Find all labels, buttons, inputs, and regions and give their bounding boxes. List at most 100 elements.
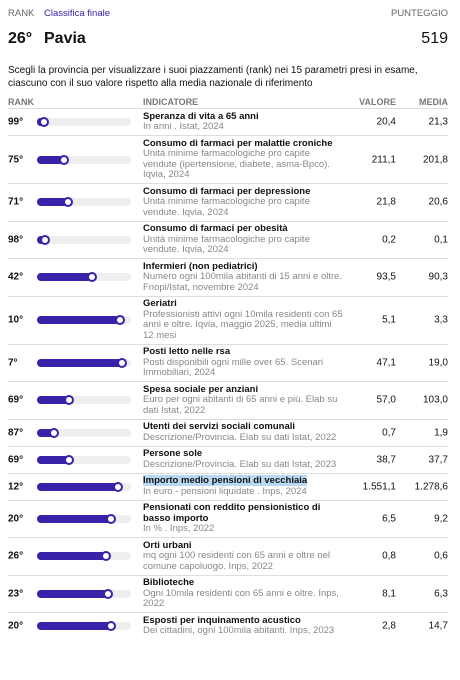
indicator-title: Consumo di farmaci per malattie croniche [143, 137, 333, 149]
rank: 26° [8, 550, 24, 562]
rank-label: RANK [8, 8, 35, 19]
rank: 20° [8, 513, 24, 525]
table-row: 23° Biblioteche Ogni 10mila residenti con … [8, 574, 448, 613]
average: 201,8 [422, 154, 448, 165]
average: 6,3 [434, 588, 448, 600]
indicator-title: Biblioteche [143, 577, 195, 588]
rank-bar [37, 428, 55, 437]
rank-track [37, 272, 131, 283]
rank: 12° [8, 481, 24, 492]
rank-track [37, 513, 131, 524]
indicator-description: Descrizione/Provincia. Elab su dati Ista… [143, 431, 337, 443]
value: 0,8 [382, 550, 396, 562]
rank-dot [64, 454, 75, 465]
rank-dot [112, 481, 123, 492]
indicator-title: Consumo di farmaci per obesità [143, 223, 288, 234]
rank-dot [38, 117, 49, 127]
indicator-description: Descrizione/Provincia. Elab su dati Ista… [143, 458, 337, 470]
rank-bar [37, 155, 65, 164]
rank-bar [37, 358, 123, 367]
table-row: 69° Persone sole Descrizione/Provincia. El… [8, 445, 448, 473]
indicator-title: Speranza di vita a 65 anni [143, 110, 259, 122]
value: 47,1 [376, 357, 396, 369]
rank: 10° [8, 314, 24, 326]
value: 93,5 [376, 271, 396, 283]
average: 0,6 [434, 550, 448, 562]
value: 0,7 [382, 427, 396, 438]
header-labels: RANK Classifica finale PUNTEGGIO [8, 8, 448, 26]
table-row: 75° Consumo di farmaci per malattie croni… [8, 135, 448, 183]
indicator-title: Importo medio pensioni di vecchiaia [143, 475, 308, 486]
indicator: Biblioteche Ogni 10mila residenti con 65 … [143, 577, 343, 610]
average: 9,2 [434, 513, 448, 525]
column-header: MEDIA [419, 97, 448, 107]
indicator-description: In euro - pensioni liquidate . Inps, 202… [143, 485, 307, 497]
value: 0,2 [382, 234, 396, 246]
rank: 42° [8, 271, 24, 283]
rank-bar [37, 514, 111, 523]
table-row: 7° Posti letto nelle rsa Posti disponibili… [8, 343, 448, 382]
average: 1,9 [434, 427, 448, 438]
province[interactable]: Pavia [44, 30, 86, 47]
table-row: 12° Importo medio pensioni di vecchiaia In… [8, 472, 448, 500]
rank-track [37, 454, 131, 465]
rank-dot [64, 395, 75, 406]
table-row: 42° Infermieri (non pediatrici) Numero ogn… [8, 258, 448, 296]
table-row: 99° Speranza di vita a 65 anni In anni . I… [8, 108, 448, 135]
average: 3,3 [434, 314, 448, 326]
rank-track [37, 481, 131, 492]
average: 20,6 [428, 196, 448, 208]
overall-rank: 26° [8, 30, 33, 47]
indicator-title: Consumo di farmaci per depressione [143, 185, 311, 197]
value: 6,5 [382, 513, 396, 525]
indicator-title: Persone sole [143, 448, 203, 459]
average: 103,0 [422, 394, 448, 406]
average: 19,0 [428, 357, 448, 369]
rank-track [37, 621, 131, 631]
rank-track [37, 154, 131, 165]
rank-bar [37, 198, 68, 207]
rank-bar [37, 455, 70, 464]
rank: 99° [8, 116, 24, 128]
indicator: Infermieri (non pediatrici) Numero ogni 1… [143, 261, 343, 294]
table: 99° Speranza di vita a 65 anni In anni . I… [8, 108, 448, 639]
indicator-description: Ogni 10mila residenti con 65 anni e oltr… [143, 587, 339, 609]
value: 21,8 [376, 196, 396, 208]
rank-dot [62, 197, 73, 208]
indicator: Geriatri Professionisti attivi ogni 10mil… [143, 298, 343, 341]
average: 1.278,6 [414, 481, 448, 492]
rank-bar [37, 552, 106, 561]
indicator: Speranza di vita a 65 anni In anni . Ista… [143, 110, 343, 133]
rank-track [37, 551, 131, 562]
value: 8,1 [382, 588, 396, 600]
rank-track [37, 427, 131, 438]
value: 38,7 [376, 454, 396, 465]
value: 1.551,1 [362, 481, 396, 492]
rank: 7° [8, 357, 18, 369]
indicator: Esposti per inquinamento acustico Dei cit… [143, 615, 343, 637]
rank-track [37, 315, 131, 325]
indicator: Consumo di farmaci per malattie croniche… [143, 137, 343, 181]
column-headers: RANK INDICATORE VALORE MEDIA [8, 97, 448, 109]
rank-dot [103, 588, 114, 599]
indicator-description: Dei cittadini, ogni 100mila abitanti. In… [143, 625, 335, 636]
column-header: RANK [8, 97, 34, 107]
tab[interactable]: Classifica finale [44, 8, 110, 19]
table-row: 69° Spesa sociale per anziani Euro per ogn… [8, 381, 448, 419]
rank-dot [117, 357, 128, 368]
intro: Scegli la provincia per visualizzare i s… [8, 65, 418, 89]
indicator: Consumo di farmaci per depressione Unità … [143, 185, 343, 219]
rank: 20° [8, 620, 24, 632]
table-row: 20° Pensionati con reddito pensionistico … [8, 499, 448, 538]
table-row: 71° Consumo di farmaci per depressione Uni… [8, 183, 448, 221]
average: 14,7 [428, 620, 448, 632]
average: 90,3 [428, 271, 448, 283]
indicator-description: Professionisti attivi ogni 10mila reside… [143, 308, 343, 341]
column-header: VALORE [359, 97, 396, 107]
header: 26° Pavia 519 [8, 30, 448, 52]
value: 2,8 [382, 620, 396, 632]
rank-dot [106, 621, 116, 631]
rank-track [37, 357, 131, 368]
rank-dot [87, 272, 98, 283]
